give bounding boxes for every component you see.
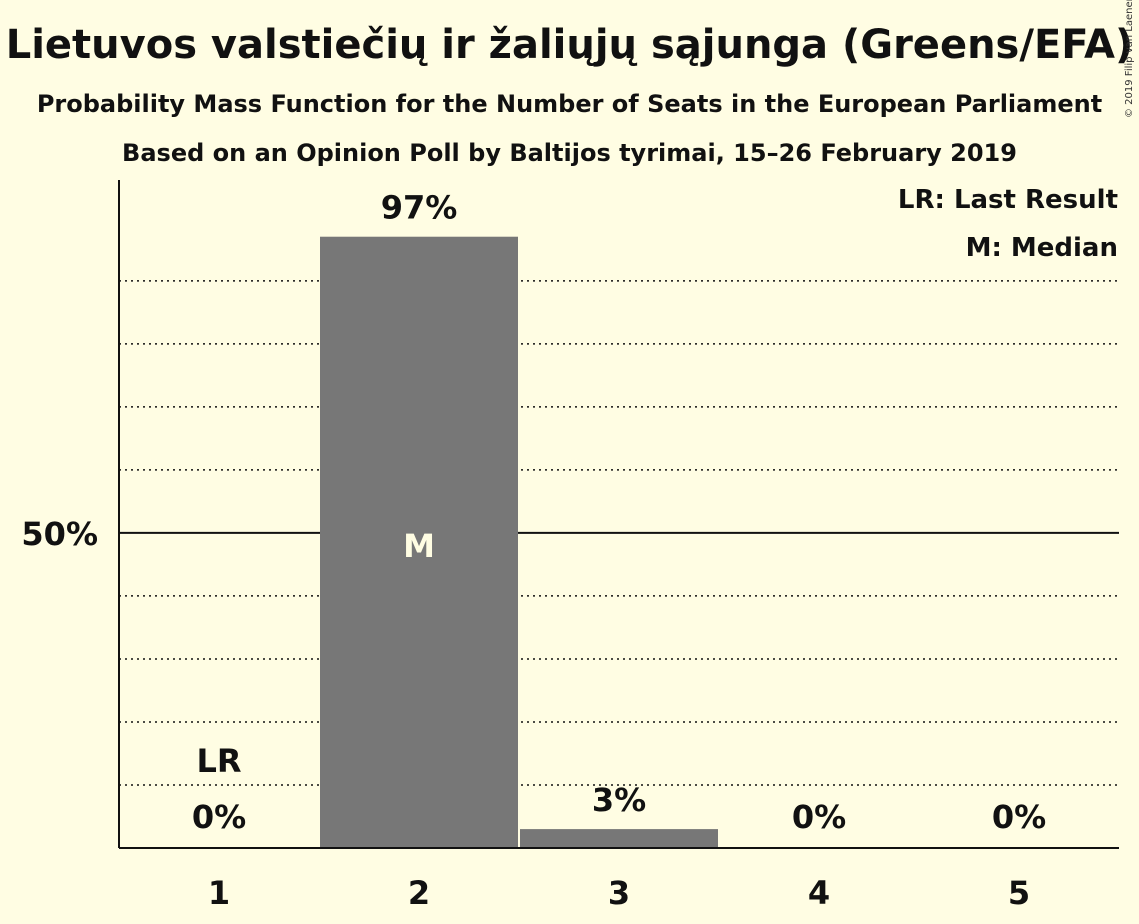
value-label-1: 0%	[192, 798, 246, 836]
value-label-5: 0%	[992, 798, 1046, 836]
x-tick-label-5: 5	[1008, 874, 1030, 912]
bar-3	[520, 829, 718, 848]
legend-median: M: Median	[965, 233, 1118, 263]
legend-last-result: LR: Last Result	[897, 185, 1118, 215]
bar-2	[320, 236, 518, 848]
x-tick-label-4: 4	[808, 874, 830, 912]
x-tick-label-2: 2	[408, 874, 430, 912]
last-result-marker: LR	[196, 742, 241, 780]
y-tick-label: 50%	[21, 515, 98, 553]
value-label-2: 97%	[381, 189, 458, 227]
x-tick-label-3: 3	[608, 874, 630, 912]
x-tick-label-1: 1	[208, 874, 230, 912]
chart-subtitle: Probability Mass Function for the Number…	[36, 90, 1103, 118]
median-marker: M	[403, 527, 435, 565]
chart-title: Lietuvos valstiečių ir žaliųjų sąjunga (…	[5, 22, 1134, 68]
value-label-3: 3%	[592, 781, 646, 819]
value-label-4: 0%	[792, 798, 846, 836]
chart-source: Based on an Opinion Poll by Baltijos tyr…	[122, 139, 1017, 167]
